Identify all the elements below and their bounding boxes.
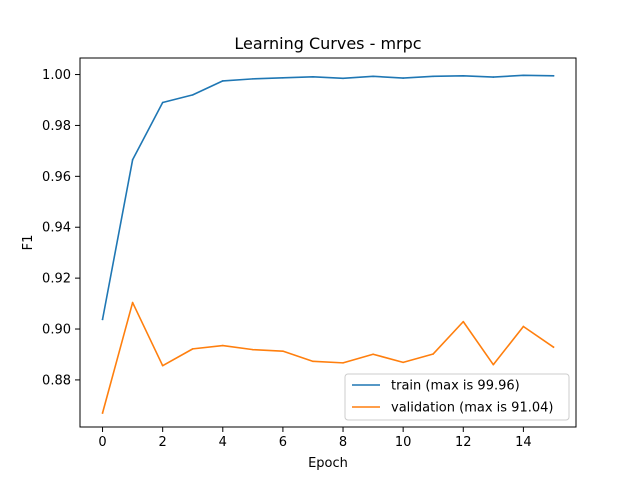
data-point-train: [462, 75, 465, 77]
data-point-validation: [131, 301, 134, 304]
y-tick-label: 0.92: [42, 272, 71, 287]
data-point-validation: [462, 320, 465, 323]
legend-label-validation: validation (max is 91.04): [391, 401, 553, 416]
data-point-train: [131, 158, 134, 161]
x-tick-label: 6: [279, 435, 287, 450]
legend-label-train: train (max is 99.96): [391, 379, 520, 394]
data-point-train: [161, 101, 164, 104]
data-point-validation: [432, 353, 435, 355]
data-point-validation: [552, 346, 555, 348]
legend: train (max is 99.96) validation (max is …: [344, 373, 570, 421]
data-point-validation: [522, 325, 525, 328]
y-tick-label: 0.88: [42, 373, 71, 388]
chart-title: Learning Curves - mrpc: [234, 34, 421, 53]
y-axis-ticks: 0.88 0.90 0.92 0.94 0.96 0.98 1.00: [42, 68, 80, 388]
data-point-train: [492, 76, 495, 78]
data-point-train: [191, 94, 194, 96]
x-tick-label: 0: [98, 435, 106, 450]
data-point-validation: [191, 348, 194, 350]
data-point-train: [221, 80, 224, 82]
data-point-train: [312, 76, 314, 78]
series-line-train: [101, 74, 555, 321]
data-point-train: [552, 75, 555, 77]
data-point-validation: [101, 412, 104, 414]
data-point-train: [372, 75, 374, 78]
data-point-validation: [312, 360, 314, 363]
x-axis-label: Epoch: [308, 456, 348, 471]
series-line-validation: [101, 301, 555, 414]
x-tick-label: 14: [515, 435, 532, 450]
data-point-validation: [492, 363, 495, 366]
data-point-train: [101, 318, 104, 321]
data-point-train: [522, 74, 525, 77]
data-point-validation: [221, 344, 224, 347]
legend-box: [344, 373, 570, 421]
data-point-validation: [372, 353, 374, 356]
y-tick-label: 0.94: [42, 221, 71, 236]
y-tick-label: 1.00: [42, 68, 71, 83]
y-tick-label: 0.90: [42, 323, 71, 338]
y-axis-label: F1: [21, 235, 36, 251]
x-tick-label: 12: [455, 435, 472, 450]
x-axis-ticks: 0 2 4 6 8 10 12 14: [98, 427, 532, 450]
data-point-validation: [282, 350, 284, 352]
plot-frame: [79, 57, 577, 428]
data-point-validation: [402, 361, 404, 364]
y-tick-label: 0.98: [42, 119, 71, 134]
x-tick-label: 10: [395, 435, 412, 450]
y-tick-label: 0.96: [42, 170, 71, 185]
x-tick-label: 8: [339, 435, 347, 450]
data-point-train: [402, 77, 404, 79]
data-point-validation: [252, 348, 254, 351]
data-point-train: [252, 78, 254, 80]
data-point-validation: [161, 364, 164, 367]
data-point-validation: [342, 362, 344, 364]
data-point-train: [282, 77, 284, 79]
plot-marks: [101, 74, 555, 414]
data-point-train: [432, 75, 435, 78]
x-tick-label: 4: [219, 435, 227, 450]
x-tick-label: 2: [159, 435, 167, 450]
data-point-train: [342, 77, 344, 80]
